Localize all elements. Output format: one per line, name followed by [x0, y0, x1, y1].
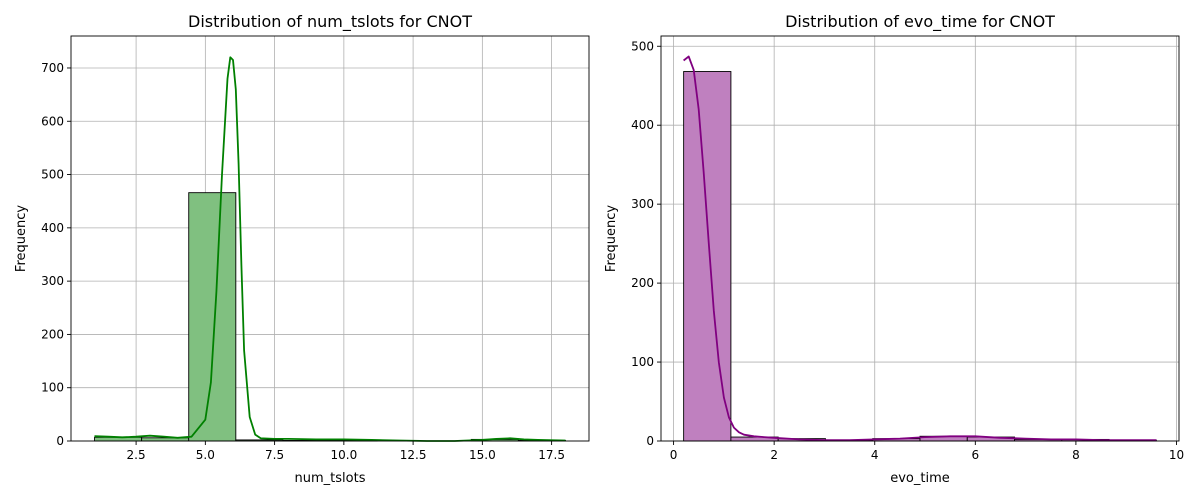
x-tick-label: 15.0	[469, 448, 496, 462]
y-tick-label: 400	[631, 118, 654, 132]
chart-title: Distribution of evo_time for CNOT	[785, 12, 1055, 32]
y-tick-label: 300	[631, 197, 654, 211]
y-tick-label: 600	[41, 114, 64, 128]
y-tick-label: 500	[631, 39, 654, 53]
histogram-bar	[683, 71, 732, 442]
x-tick-label: 10	[1169, 448, 1184, 462]
chart-num-tslots: 2.5 5.0 7.5 10.0 12.5 15.0 17.5 0 100 200 300 400 50…	[14, 12, 590, 486]
y-tick-label: 100	[41, 381, 64, 395]
plot-frame	[70, 35, 590, 442]
histogram-bar	[188, 192, 237, 442]
x-axis-label: num_tslots	[295, 471, 366, 486]
y-tick-label: 0	[646, 434, 654, 448]
x-tick-label: 2.5	[127, 448, 146, 462]
x-tick-label: 6	[972, 448, 980, 462]
kde-line	[94, 56, 566, 442]
x-tick-label: 7.5	[265, 448, 284, 462]
y-tick-label: 0	[56, 434, 64, 448]
y-axis-label: Frequency	[604, 205, 619, 272]
x-tick-label: 4	[871, 448, 879, 462]
chart-title: Distribution of num_tslots for CNOT	[188, 12, 472, 32]
x-tick-label: 8	[1072, 448, 1080, 462]
y-tick-label: 200	[41, 327, 64, 341]
y-tick-label: 700	[41, 61, 64, 75]
x-tick-label: 12.5	[400, 448, 427, 462]
x-axis-label: evo_time	[890, 471, 950, 486]
plot-frame	[660, 35, 1180, 442]
y-tick-label: 200	[631, 276, 654, 290]
x-tick-label: 0	[670, 448, 678, 462]
y-tick-label: 100	[631, 355, 654, 369]
x-tick-label: 10.0	[330, 448, 357, 462]
x-tick-label: 17.5	[538, 448, 565, 462]
y-axis-label: Frequency	[14, 205, 29, 272]
x-tick-label: 2	[770, 448, 778, 462]
y-tick-label: 300	[41, 274, 64, 288]
x-tick-label: 5.0	[196, 448, 215, 462]
y-tick-label: 400	[41, 221, 64, 235]
y-tick-label: 500	[41, 168, 64, 182]
kde-line	[683, 55, 1157, 442]
